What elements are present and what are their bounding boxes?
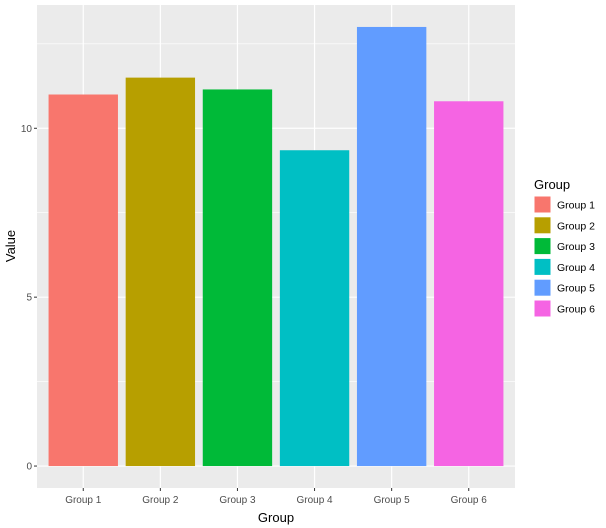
legend-key-6 (533, 299, 552, 318)
bar-1 (48, 94, 118, 467)
x-tick-label: Group 6 (451, 495, 488, 506)
y-axis-title: Value (3, 230, 18, 262)
legend-label-5: Group 5 (557, 283, 595, 295)
bar-4 (279, 150, 350, 467)
x-tick-label: Group 1 (65, 495, 102, 506)
y-tick-label: 0 (26, 462, 32, 473)
legend: Group Group 1 Group 2 Group 3 Group 4 Group … (533, 177, 595, 318)
legend-label-4: Group 4 (557, 262, 595, 274)
x-tick-label: Group 5 (374, 495, 411, 506)
y-axis: 0 5 10 (21, 124, 37, 473)
legend-key-4 (533, 257, 552, 276)
x-tick-label: Group 4 (296, 495, 333, 506)
legend-key-3 (533, 237, 552, 256)
legend-key-1 (533, 195, 552, 214)
legend-label-6: Group 6 (557, 304, 595, 316)
x-axis: Group 1 Group 2 Group 3 Group 4 Group 5 Group… (65, 488, 487, 506)
legend-key-2 (533, 216, 552, 235)
legend-label-2: Group 2 (557, 220, 595, 232)
legend-label-3: Group 3 (557, 241, 595, 253)
x-tick-label: Group 3 (219, 495, 256, 506)
bars (48, 26, 504, 467)
bar-2 (125, 77, 196, 467)
bar-6 (434, 101, 504, 467)
y-tick-label: 5 (26, 293, 32, 304)
bar-5 (356, 26, 427, 467)
x-axis-title: Group (258, 510, 294, 525)
legend-label-1: Group 1 (557, 200, 595, 212)
x-tick-label: Group 2 (142, 495, 179, 506)
y-tick-label: 10 (21, 124, 33, 135)
legend-title: Group (534, 177, 570, 192)
legend-key-5 (533, 278, 552, 297)
bar-3 (202, 89, 273, 467)
